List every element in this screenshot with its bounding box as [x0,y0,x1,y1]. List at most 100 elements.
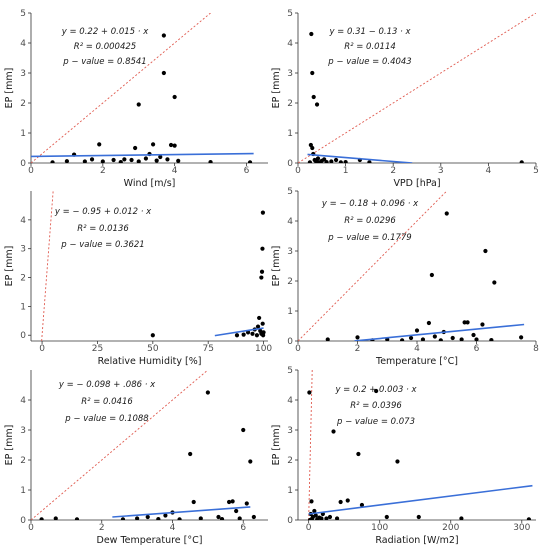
data-point [374,388,379,394]
y-tick-label: 1 [20,302,26,312]
y-tick-label: 5 [287,366,293,376]
stat-annotation: R² = 0.0396 [350,401,402,411]
data-point [208,160,213,163]
y-tick-label: 0 [20,331,26,341]
x-tick-label: 3 [438,166,444,176]
data-point [143,156,149,161]
x-tick-label: 4 [414,344,420,354]
data-point [333,157,339,163]
plot-area [41,191,266,341]
chart-panel-2: 0 1 2 3 4 5 0 1 2 3 4 5 VPD [hPa] EP [mm] y = 0.31 − 0… [271,9,539,189]
data-point [338,160,343,163]
data-point [188,451,193,457]
data-point [367,160,372,163]
data-point [205,390,210,395]
stat-annotation: p − value = 0.1088 [64,414,149,424]
data-point [64,159,70,163]
x-tick-label: 100 [371,523,388,533]
x-axis-label: Wind [m/s] [124,178,176,189]
data-point [100,159,105,163]
x-tick-label: 75 [202,344,213,354]
x-tick-label: 50 [147,344,159,354]
data-point [53,516,58,520]
x-tick-label: 6 [474,344,480,354]
y-tick-label: 0 [20,159,26,169]
data-point [400,338,405,341]
x-tick-label: 5 [533,166,539,176]
stat-annotation: y = 0.2 + 0.003 · x [334,385,417,395]
data-point [324,516,329,520]
stat-annotation: R² = 0.0296 [344,216,396,226]
stat-annotation: p − value = 0.8541 [62,57,146,67]
data-point [331,429,336,434]
x-tick-label: 0 [295,166,301,176]
x-tick-label: 2 [100,166,106,176]
stat-annotation: R² = 0.0416 [81,397,133,407]
data-point [359,502,365,508]
data-point [136,102,141,107]
data-point [471,332,476,338]
data-point [74,517,80,520]
y-tick-label: 1 [287,486,293,496]
data-point [216,514,221,520]
y-tick-label: 5 [287,9,293,19]
y-tick-label: 4 [287,217,293,227]
x-tick-label: 0 [306,523,312,533]
y-axis-label: EP [mm] [4,425,15,466]
data-point [39,517,44,520]
y-axis-label: EP [mm] [271,425,282,466]
data-point [254,333,260,338]
data-point [247,160,253,163]
y-tick-label: 4 [20,39,26,49]
data-point [165,157,170,162]
y-tick-label: 1 [287,129,293,139]
data-point [519,335,524,340]
data-point [310,145,315,151]
x-axis-label: Radiation [W/m2] [375,535,458,546]
x-axis-label: Temperature [°C] [375,356,458,367]
x-tick-label: 200 [442,523,459,533]
data-point [241,332,246,337]
y-axis-label: EP [mm] [271,246,282,287]
data-point [129,157,134,163]
data-point [408,335,414,341]
data-point [176,158,181,163]
stat-annotation: R² = 0.0136 [77,224,129,234]
x-tick-label: 25 [92,344,103,354]
data-point [163,513,168,518]
y-tick-label: 2 [287,277,293,287]
plot-area [31,370,256,520]
data-point [158,154,163,160]
plot-area [307,370,533,520]
data-point [82,159,87,163]
data-point [309,499,314,504]
data-point [343,160,348,163]
data-point [459,337,464,341]
reference-line-1to1 [41,191,54,341]
data-point [459,516,464,520]
chart-panel-6: 0 1 2 3 4 5 0 100 200 300 Radiation [W/m2] EP [mm] y… [271,366,536,546]
data-point [97,142,102,147]
stat-annotation: R² = 0.000425 [74,42,136,52]
data-point [260,246,265,251]
reference-line-1to1 [31,13,211,163]
regression-line [214,327,264,337]
data-point [438,338,443,341]
data-point [230,499,235,504]
data-point [251,514,256,520]
data-point [150,142,156,147]
data-point [241,427,246,433]
x-tick-label: 0 [28,523,34,533]
y-tick-label: 3 [20,69,26,79]
stat-annotation: p − value = 0.073 [336,417,415,427]
regression-line [307,153,413,163]
data-point [462,320,467,325]
stat-annotation: y = 0.31 − 0.13 · x [328,27,411,37]
data-point [118,160,123,163]
data-point [177,517,182,520]
data-point [150,333,155,338]
stat-annotation: p − value = 0.1779 [327,233,411,243]
data-point [450,335,455,341]
x-tick-label: 2 [355,344,361,354]
data-point [261,330,266,335]
